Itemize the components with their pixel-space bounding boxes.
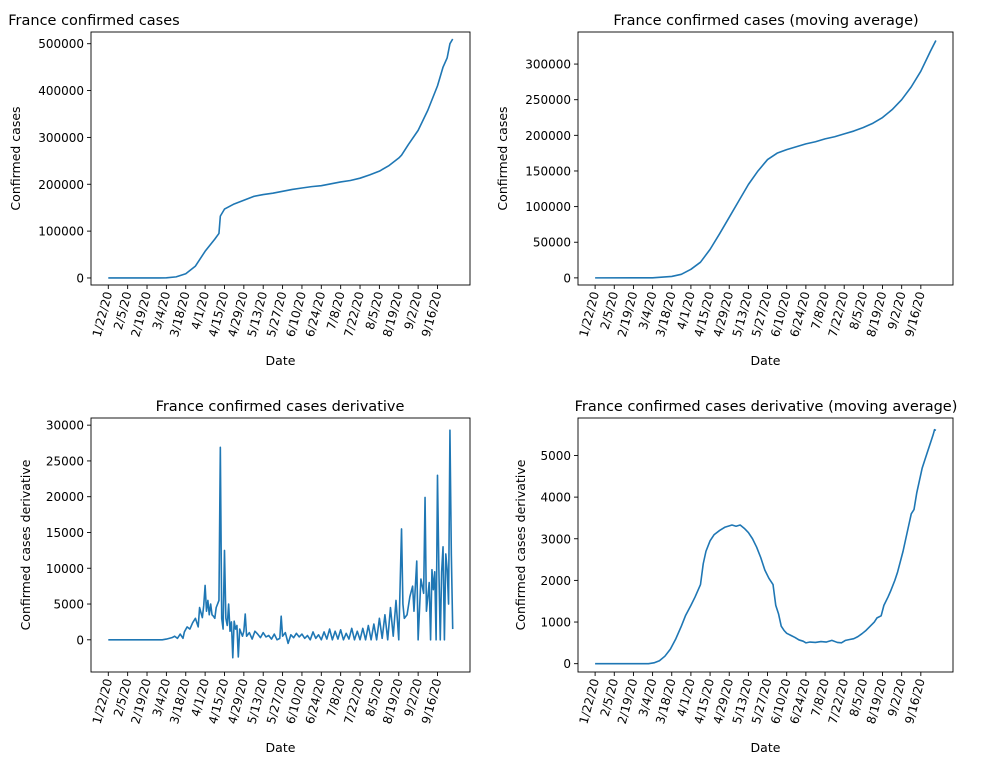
x-tick-label: 1/22/20	[577, 677, 602, 725]
y-tick-label: 50000	[533, 236, 571, 250]
chart-3: France confirmed cases derivative 0 5000 10…	[18, 399, 471, 755]
y-tick-label: 500000	[38, 37, 84, 51]
series-line	[108, 429, 454, 659]
x-tick-label: 1/22/20	[90, 677, 115, 725]
y-tick-label: 5000	[540, 449, 571, 463]
chart-title: France confirmed cases derivative (movin…	[575, 399, 958, 415]
y-tick-label: 100000	[525, 200, 571, 214]
y-axis-label: Confirmed cases derivative	[18, 459, 33, 630]
y-tick-label: 250000	[525, 93, 571, 107]
y-tick-label: 2000	[540, 574, 571, 588]
y-tick-label: 25000	[46, 454, 84, 468]
chart-1: France confirmed cases 0 100000 200000 30000…	[8, 13, 471, 368]
y-tick-label: 1000	[540, 616, 571, 630]
y-tick-label: 5000	[53, 598, 84, 612]
y-tick-label: 200000	[525, 129, 571, 143]
y-tick-label: 300000	[38, 131, 84, 145]
y-tick-label: 0	[76, 271, 84, 285]
chart-title: France confirmed cases derivative	[156, 399, 405, 415]
x-tick-label: 1/22/20	[577, 290, 602, 338]
y-tick-label: 20000	[46, 490, 84, 504]
y-tick-label: 30000	[46, 419, 84, 433]
y-tick-label: 400000	[38, 84, 84, 98]
y-tick-label: 0	[563, 657, 571, 671]
y-tick-label: 4000	[540, 491, 571, 505]
y-tick-label: 0	[76, 633, 84, 647]
plot-area	[90, 31, 471, 286]
chart-2: France confirmed cases (moving average) 0…	[495, 13, 954, 368]
x-axis-label: Date	[751, 740, 781, 755]
y-tick-label: 0	[563, 271, 571, 285]
x-axis-label: Date	[266, 353, 296, 368]
chart-4: France confirmed cases derivative (movin…	[513, 399, 957, 755]
y-tick-label: 3000	[540, 532, 571, 546]
plot-area	[90, 417, 471, 673]
y-tick-label: 150000	[525, 164, 571, 178]
plot-area	[577, 31, 954, 286]
chart-title: France confirmed cases (moving average)	[613, 13, 918, 29]
series-line	[108, 38, 454, 279]
plot-area	[577, 417, 954, 673]
series-line	[595, 40, 937, 279]
chart-title: France confirmed cases	[8, 13, 179, 29]
y-axis-label: Confirmed cases derivative	[513, 459, 528, 630]
series-line	[595, 428, 937, 665]
y-tick-label: 300000	[525, 58, 571, 72]
y-axis-label: Confirmed cases	[495, 106, 510, 210]
y-tick-label: 10000	[46, 562, 84, 576]
x-axis-label: Date	[751, 353, 781, 368]
y-tick-label: 15000	[46, 526, 84, 540]
x-tick-label: 1/22/20	[90, 290, 115, 338]
y-axis-label: Confirmed cases	[8, 106, 23, 210]
y-tick-label: 200000	[38, 178, 84, 192]
x-axis-label: Date	[266, 740, 296, 755]
y-tick-label: 100000	[38, 225, 84, 239]
